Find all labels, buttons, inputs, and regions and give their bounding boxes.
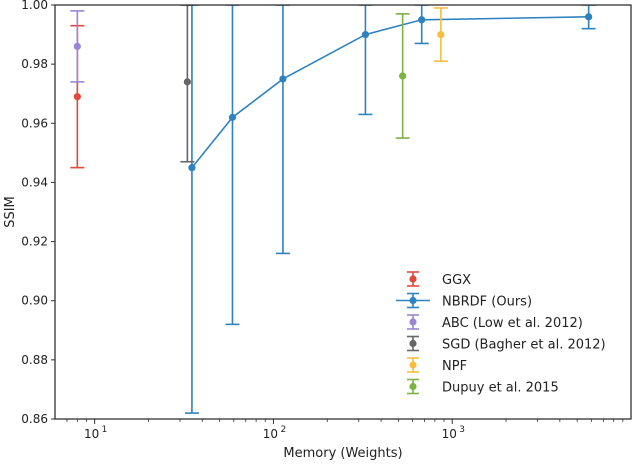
legend-marker: [409, 275, 417, 283]
legend-label: NPF: [442, 359, 467, 374]
data-point: [228, 113, 237, 121]
plot-frame: [54, 4, 632, 420]
data-point: [437, 30, 445, 39]
data-point: [279, 75, 287, 83]
data-point: [399, 72, 407, 80]
x-tick-label: 10: [263, 427, 278, 441]
legend-label: SGD (Bagher et al. 2012): [442, 338, 606, 353]
legend-marker: [409, 339, 417, 348]
data-point: [73, 42, 81, 51]
x-tick-exponent: 2: [280, 425, 286, 435]
legend-marker: [409, 361, 417, 369]
legend-label: NBRDF (Ours): [442, 295, 532, 310]
legend-marker: [409, 296, 417, 305]
y-tick-label: 0.92: [21, 235, 48, 249]
y-axis: 0.86 0.88 0.90 0.92 0.94 0.96 0.98 1.00: [21, 0, 55, 426]
y-tick-label: 1.00: [21, 0, 48, 12]
legend-item: NBRDF (Ours): [396, 292, 532, 310]
y-tick-label: 0.98: [21, 57, 48, 71]
y-axis-title: SSIM: [3, 196, 18, 228]
series-2: [70, 10, 85, 83]
legend-item: SGD (Bagher et al. 2012): [407, 335, 606, 353]
y-tick-label: 0.88: [21, 353, 48, 367]
series-5: [395, 13, 410, 139]
legend-label: ABC (Low et al. 2012): [442, 316, 583, 331]
legend-item: NPF: [407, 357, 467, 374]
data-point: [183, 78, 191, 86]
x-tick-exponent: 1: [102, 425, 108, 435]
x-axis-title: Memory (Weights): [283, 446, 402, 461]
x-axis: 10 1 10 2 10 3: [84, 419, 465, 441]
legend-label: GGX: [442, 273, 471, 288]
legend-label: Dupuy et al. 2015: [442, 381, 559, 396]
legend-item: GGX: [407, 271, 471, 288]
data-point: [73, 93, 81, 101]
legend-marker: [409, 382, 417, 391]
y-tick-label: 0.96: [21, 116, 48, 130]
legend-item: Dupuy et al. 2015: [407, 378, 559, 396]
x-tick-label: 10: [84, 427, 99, 441]
series-4: [433, 7, 448, 62]
y-tick-label: 0.90: [21, 294, 48, 308]
data-point: [585, 13, 593, 21]
y-tick-label: 0.86: [21, 412, 48, 426]
series-line: [191, 16, 589, 169]
legend-item: ABC (Low et al. 2012): [407, 314, 583, 331]
plot-data: [70, 5, 596, 414]
legend: GGX NBRDF (Ours) ABC (Low et al. 2012) SGD …: [396, 271, 606, 396]
series-1: [184, 5, 596, 414]
data-point: [418, 16, 426, 24]
legend-marker: [409, 318, 417, 326]
data-point: [361, 30, 370, 39]
y-tick-label: 0.94: [21, 175, 48, 189]
series-3: [180, 5, 195, 163]
x-tick-label: 10: [442, 427, 457, 441]
data-point: [188, 164, 196, 172]
x-tick-exponent: 3: [459, 425, 465, 435]
